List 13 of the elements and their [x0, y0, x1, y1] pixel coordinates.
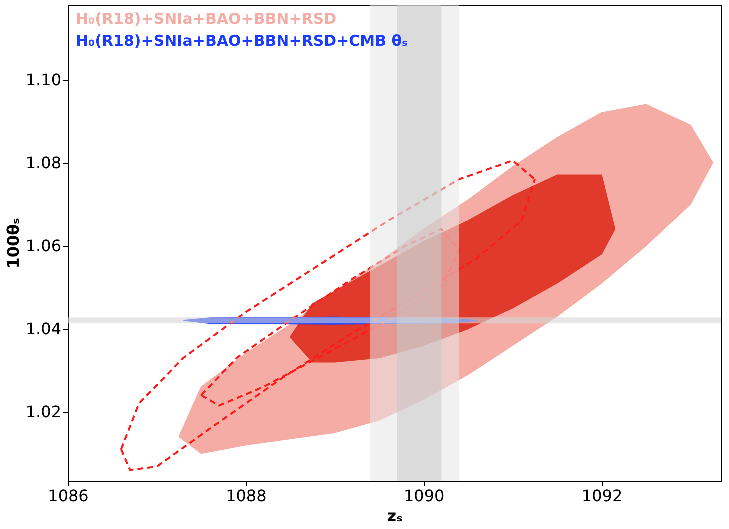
y-tick-label: 1.04 [26, 319, 62, 338]
x-axis-title: zₛ [387, 506, 403, 526]
text: H₀(R18)+SNIa+BAO+BBN+RSD [76, 10, 337, 28]
text: H₀(R18)+SNIa+BAO+BBN+RSD+CMB θₛ [76, 32, 408, 50]
y-tick-label: 1.10 [26, 70, 62, 90]
y-tick-label: 1.02 [26, 402, 62, 422]
x-tick-label: 1092 [582, 486, 623, 506]
y-tick-label: 1.08 [26, 153, 62, 172]
y-tick-label: 1.06 [26, 236, 62, 256]
y-axis-title: 100θₛ [4, 218, 23, 269]
x-tick-label: 1086 [48, 486, 89, 506]
x-tick-label: 1090 [404, 486, 445, 506]
x-tick-label: 1088 [226, 486, 267, 506]
